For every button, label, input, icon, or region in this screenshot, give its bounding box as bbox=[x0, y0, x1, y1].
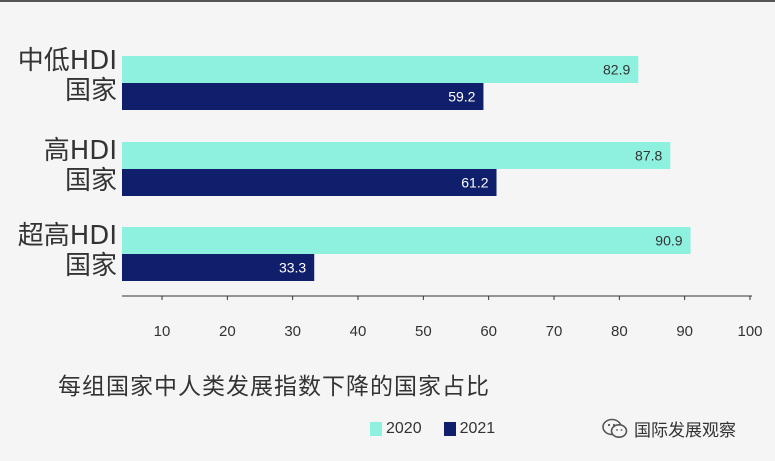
x-tick-label: 60 bbox=[480, 323, 497, 340]
category-label-low-mid-hdi: 中低HDI 国家 bbox=[18, 46, 117, 106]
x-tick-label: 100 bbox=[737, 323, 762, 340]
watermark-text: 国际发展观察 bbox=[634, 421, 736, 441]
legend-label-2020: 2020 bbox=[386, 420, 422, 437]
category-label-line1: 高HDI bbox=[43, 136, 117, 166]
bar-2021-1 bbox=[122, 169, 497, 196]
x-tick-label: 80 bbox=[611, 323, 628, 340]
x-tick-label: 50 bbox=[415, 323, 432, 340]
data-label-2021-0: 59.2 bbox=[448, 89, 475, 105]
legend-item-2021: 2021 bbox=[443, 420, 496, 438]
category-label-line1: 中低HDI bbox=[17, 46, 117, 76]
data-label-2021-2: 33.3 bbox=[279, 260, 306, 276]
x-tick-label: 30 bbox=[284, 323, 301, 340]
chart-subtitle: 每组国家中人类发展指数下降的国家占比 bbox=[58, 374, 490, 400]
category-label-line1: 超高HDI bbox=[17, 221, 117, 251]
legend-item-2020: 2020 bbox=[370, 420, 422, 438]
x-tick-label: 10 bbox=[154, 323, 171, 340]
watermark: 国际发展观察 bbox=[602, 416, 736, 441]
data-label-2021-1: 61.2 bbox=[461, 175, 488, 191]
legend-swatch-2020 bbox=[370, 422, 382, 436]
x-tick-label: 90 bbox=[676, 323, 693, 340]
category-label-high-hdi: 高HDI 国家 bbox=[44, 136, 117, 196]
bar-2020-0 bbox=[122, 56, 639, 83]
wechat-icon bbox=[602, 418, 628, 438]
bar-2020-1 bbox=[122, 142, 671, 169]
category-label-line2: 国家 bbox=[64, 76, 117, 106]
x-tick-label: 70 bbox=[546, 323, 563, 340]
x-tick-label: 20 bbox=[219, 323, 236, 340]
category-label-line2: 国家 bbox=[64, 251, 117, 281]
category-label-line2: 国家 bbox=[64, 166, 117, 196]
data-label-2020-1: 87.8 bbox=[635, 148, 662, 164]
bar-2020-2 bbox=[122, 227, 691, 254]
bar-2021-0 bbox=[122, 83, 484, 110]
category-label-very-high-hdi: 超高HDI 国家 bbox=[18, 221, 117, 281]
data-label-2020-0: 82.9 bbox=[603, 62, 630, 78]
legend: 2020 2021 bbox=[370, 420, 517, 438]
x-tick-label: 40 bbox=[350, 323, 367, 340]
data-label-2020-2: 90.9 bbox=[655, 233, 682, 249]
legend-swatch-2021 bbox=[443, 422, 456, 436]
bar-2021-2 bbox=[122, 254, 315, 281]
legend-label-2021: 2021 bbox=[459, 420, 496, 437]
